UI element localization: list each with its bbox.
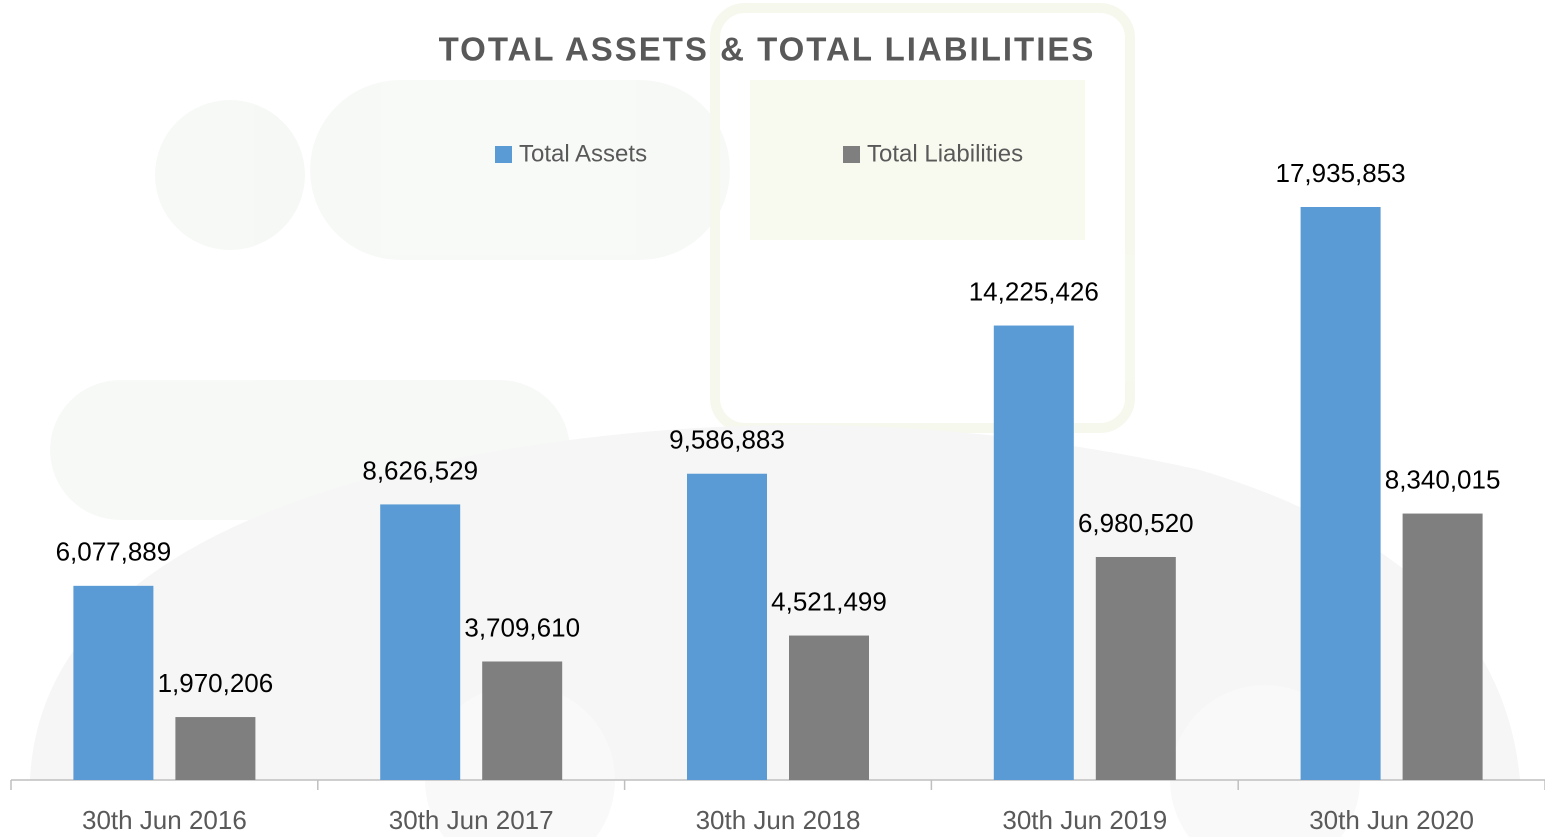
bar [73, 586, 153, 780]
legend-swatch [495, 146, 512, 163]
x-tick-label: 30th Jun 2019 [1002, 805, 1167, 835]
bar [380, 504, 460, 780]
data-label: 4,521,499 [771, 586, 887, 616]
data-label: 8,626,529 [362, 455, 478, 485]
data-label: 14,225,426 [969, 276, 1099, 306]
bar [1301, 207, 1381, 780]
bar [1403, 514, 1483, 780]
legend-swatch [843, 146, 860, 163]
legend-label: Total Assets [519, 140, 647, 167]
x-tick-label: 30th Jun 2020 [1309, 805, 1474, 835]
chart: TOTAL ASSETS & TOTAL LIABILITIES Total A… [0, 0, 1545, 837]
data-label: 6,077,889 [56, 537, 172, 567]
data-label: 3,709,610 [464, 612, 580, 642]
bar [1096, 557, 1176, 780]
data-label: 9,586,883 [669, 425, 785, 455]
bar [175, 717, 255, 780]
data-label: 6,980,520 [1078, 508, 1194, 538]
chart-title: TOTAL ASSETS & TOTAL LIABILITIES [439, 31, 1096, 68]
bar [482, 661, 562, 780]
data-label: 17,935,853 [1276, 158, 1406, 188]
bar [994, 326, 1074, 780]
background-decoration [30, 8, 1520, 837]
x-tick-label: 30th Jun 2016 [82, 805, 247, 835]
legend-label: Total Liabilities [867, 140, 1023, 167]
bar [789, 636, 869, 780]
data-label: 1,970,206 [158, 668, 274, 698]
x-tick-label: 30th Jun 2018 [696, 805, 861, 835]
x-tick-label: 30th Jun 2017 [389, 805, 554, 835]
data-label: 8,340,015 [1385, 464, 1501, 494]
bar [687, 474, 767, 780]
